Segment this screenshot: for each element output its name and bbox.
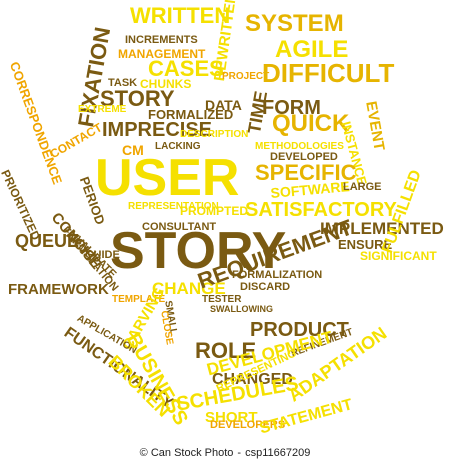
cloud-word: TESTER — [202, 294, 242, 305]
cloud-word: DESCRIPTION — [180, 129, 249, 140]
cloud-word: WRITTEN — [130, 3, 231, 28]
cloud-word: GUIDE — [85, 249, 120, 261]
cloud-word: INCREMENTS — [125, 34, 198, 46]
cloud-word: QUICK — [272, 110, 350, 137]
cloud-word: STORY — [100, 86, 175, 111]
cloud-word: AGILE — [275, 36, 349, 63]
cloud-word: DEVELOPED — [270, 151, 338, 163]
cloud-word: REPRESENTATION — [128, 201, 219, 212]
cloud-word: PRODUCT — [250, 319, 349, 341]
cloud-word: MANAGEMENT — [118, 47, 206, 61]
cloud-word: CM — [122, 142, 144, 158]
cloud-word: FRAMEWORK — [8, 281, 109, 298]
cloud-word: QUEUE — [15, 231, 80, 251]
cloud-word: CHUNKS — [140, 77, 192, 91]
cloud-word: DIFFICULT — [262, 58, 395, 88]
cloud-word: STATEMENT — [257, 396, 355, 438]
cloud-word: PROJECT — [222, 71, 270, 82]
cloud-word: PROMPTED — [180, 204, 249, 218]
cloud-word: IMPLEMENTED — [320, 219, 444, 238]
cloud-word: FORM — [262, 97, 321, 119]
stock-photo-footer: © Can Stock Photo - csp11667209 — [0, 440, 450, 465]
cloud-word: DEVELOPERS — [210, 419, 286, 431]
copyright-symbol: © — [139, 446, 148, 459]
cloud-word: SYSTEM — [245, 10, 344, 37]
cloud-word: FORMALIZED — [148, 107, 234, 122]
cloud-word: DISCARD — [240, 281, 291, 293]
cloud-word: SPECIFIC — [255, 160, 357, 185]
cloud-word: EXTREME — [78, 104, 127, 115]
footer-brand: Can Stock Photo — [150, 446, 234, 459]
cloud-word: FORMALIZATION — [232, 269, 323, 281]
word-cloud: WRITTEN SYSTEM INCREMENTS REWRITTEN AGILE MAN… — [0, 0, 444, 438]
cloud-word: SIGNIFICANT — [360, 249, 437, 263]
cloud-word: USER — [95, 149, 240, 207]
cloud-word: TASK — [108, 77, 138, 89]
cloud-word: SATISFACTORY — [245, 199, 397, 221]
cloud-word: DATA — [205, 97, 242, 113]
footer-image-id: csp11667209 — [245, 446, 311, 459]
cloud-word: IMPRECISE — [102, 119, 213, 141]
cloud-word: SWALLOWING — [210, 304, 273, 314]
cloud-word: CHANGE — [152, 279, 226, 298]
footer-separator: - — [237, 446, 242, 459]
cloud-word: CONSULTANT — [142, 221, 217, 233]
cloud-word: ROLE — [195, 338, 257, 363]
cloud-word: TEMPLATE — [112, 294, 166, 305]
cloud-word: ENSURE — [338, 237, 393, 252]
cloud-word: EVENT — [362, 99, 388, 153]
cloud-word: CASES — [148, 56, 224, 81]
cloud-word: CHANGED — [212, 371, 293, 388]
cloud-word: CORRESPONDENCE — [6, 59, 66, 187]
cloud-word: METHODOLOGIES — [255, 141, 344, 152]
cloud-word: LARGE — [343, 181, 382, 193]
cloud-word: STORY — [110, 222, 287, 280]
cloud-word: SHORT — [205, 409, 258, 426]
cloud-word: LACKING — [155, 141, 201, 152]
